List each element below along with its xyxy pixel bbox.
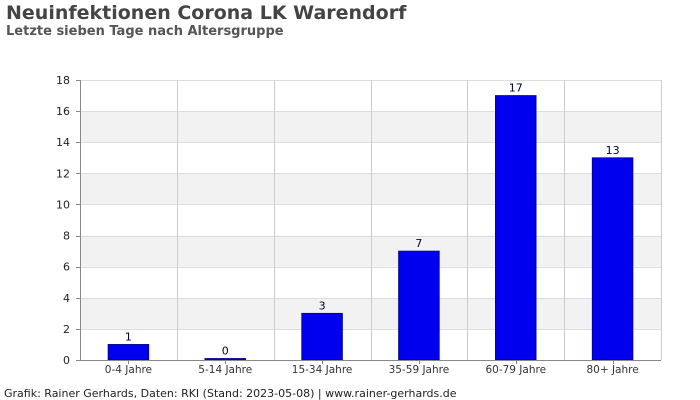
x-axis-ticks: 0-4 Jahre 5-14 Jahre 15-34 Jahre 35-59 Jahr… (105, 360, 639, 376)
x-tick-label: 15-34 Jahre (292, 364, 353, 376)
y-tick-label: 2 (63, 323, 70, 336)
source-footer: Grafik: Rainer Gerhards, Daten: RKI (Sta… (4, 387, 457, 400)
y-tick-label: 4 (63, 292, 70, 305)
background-bands (80, 111, 661, 329)
y-tick-label: 16 (56, 105, 70, 118)
chart-title: Neuinfektionen Corona LK Warendorf (6, 2, 407, 24)
x-tick-label: 35-59 Jahre (389, 364, 450, 376)
bar (301, 312, 343, 361)
y-tick-label: 0 (63, 354, 70, 367)
data-label: 7 (415, 237, 422, 250)
data-label: 13 (606, 144, 620, 157)
y-tick-label: 18 (56, 74, 70, 87)
data-label: 3 (319, 299, 326, 312)
x-tick-label: 0-4 Jahre (105, 364, 152, 376)
y-tick-label: 14 (56, 136, 70, 149)
x-tick-label: 80+ Jahre (586, 364, 638, 376)
data-labels: 1 0 3 7 17 13 (125, 82, 620, 358)
x-tick-label: 60-79 Jahre (485, 364, 546, 376)
chart-subtitle: Letzte sieben Tage nach Altersgruppe (6, 24, 284, 39)
axes (80, 80, 661, 361)
bar (107, 344, 150, 361)
bar (591, 157, 634, 361)
bar (204, 358, 246, 361)
bars (107, 95, 634, 361)
data-label: 0 (222, 345, 229, 358)
y-tick-label: 12 (56, 167, 70, 180)
y-axis-ticks: 0 2 4 6 8 10 12 14 16 18 (56, 74, 80, 367)
y-tick-label: 10 (56, 198, 70, 211)
y-tick-label: 6 (63, 261, 70, 274)
data-label: 17 (509, 82, 523, 95)
bar (495, 95, 537, 361)
grid-lines (80, 80, 662, 361)
x-tick-label: 5-14 Jahre (198, 364, 252, 376)
grid-band (80, 297, 661, 329)
grid-band (80, 111, 661, 143)
grid-band (80, 235, 661, 267)
y-tick-label: 8 (63, 230, 70, 243)
data-label: 1 (125, 330, 132, 343)
grid-band (80, 173, 661, 205)
bar (398, 250, 440, 361)
